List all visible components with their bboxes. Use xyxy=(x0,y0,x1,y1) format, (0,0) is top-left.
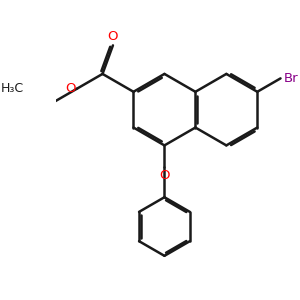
Text: O: O xyxy=(65,82,75,95)
Text: O: O xyxy=(108,30,118,43)
Text: H₃C: H₃C xyxy=(0,82,23,95)
Text: O: O xyxy=(159,169,170,182)
Text: Br: Br xyxy=(284,72,298,85)
